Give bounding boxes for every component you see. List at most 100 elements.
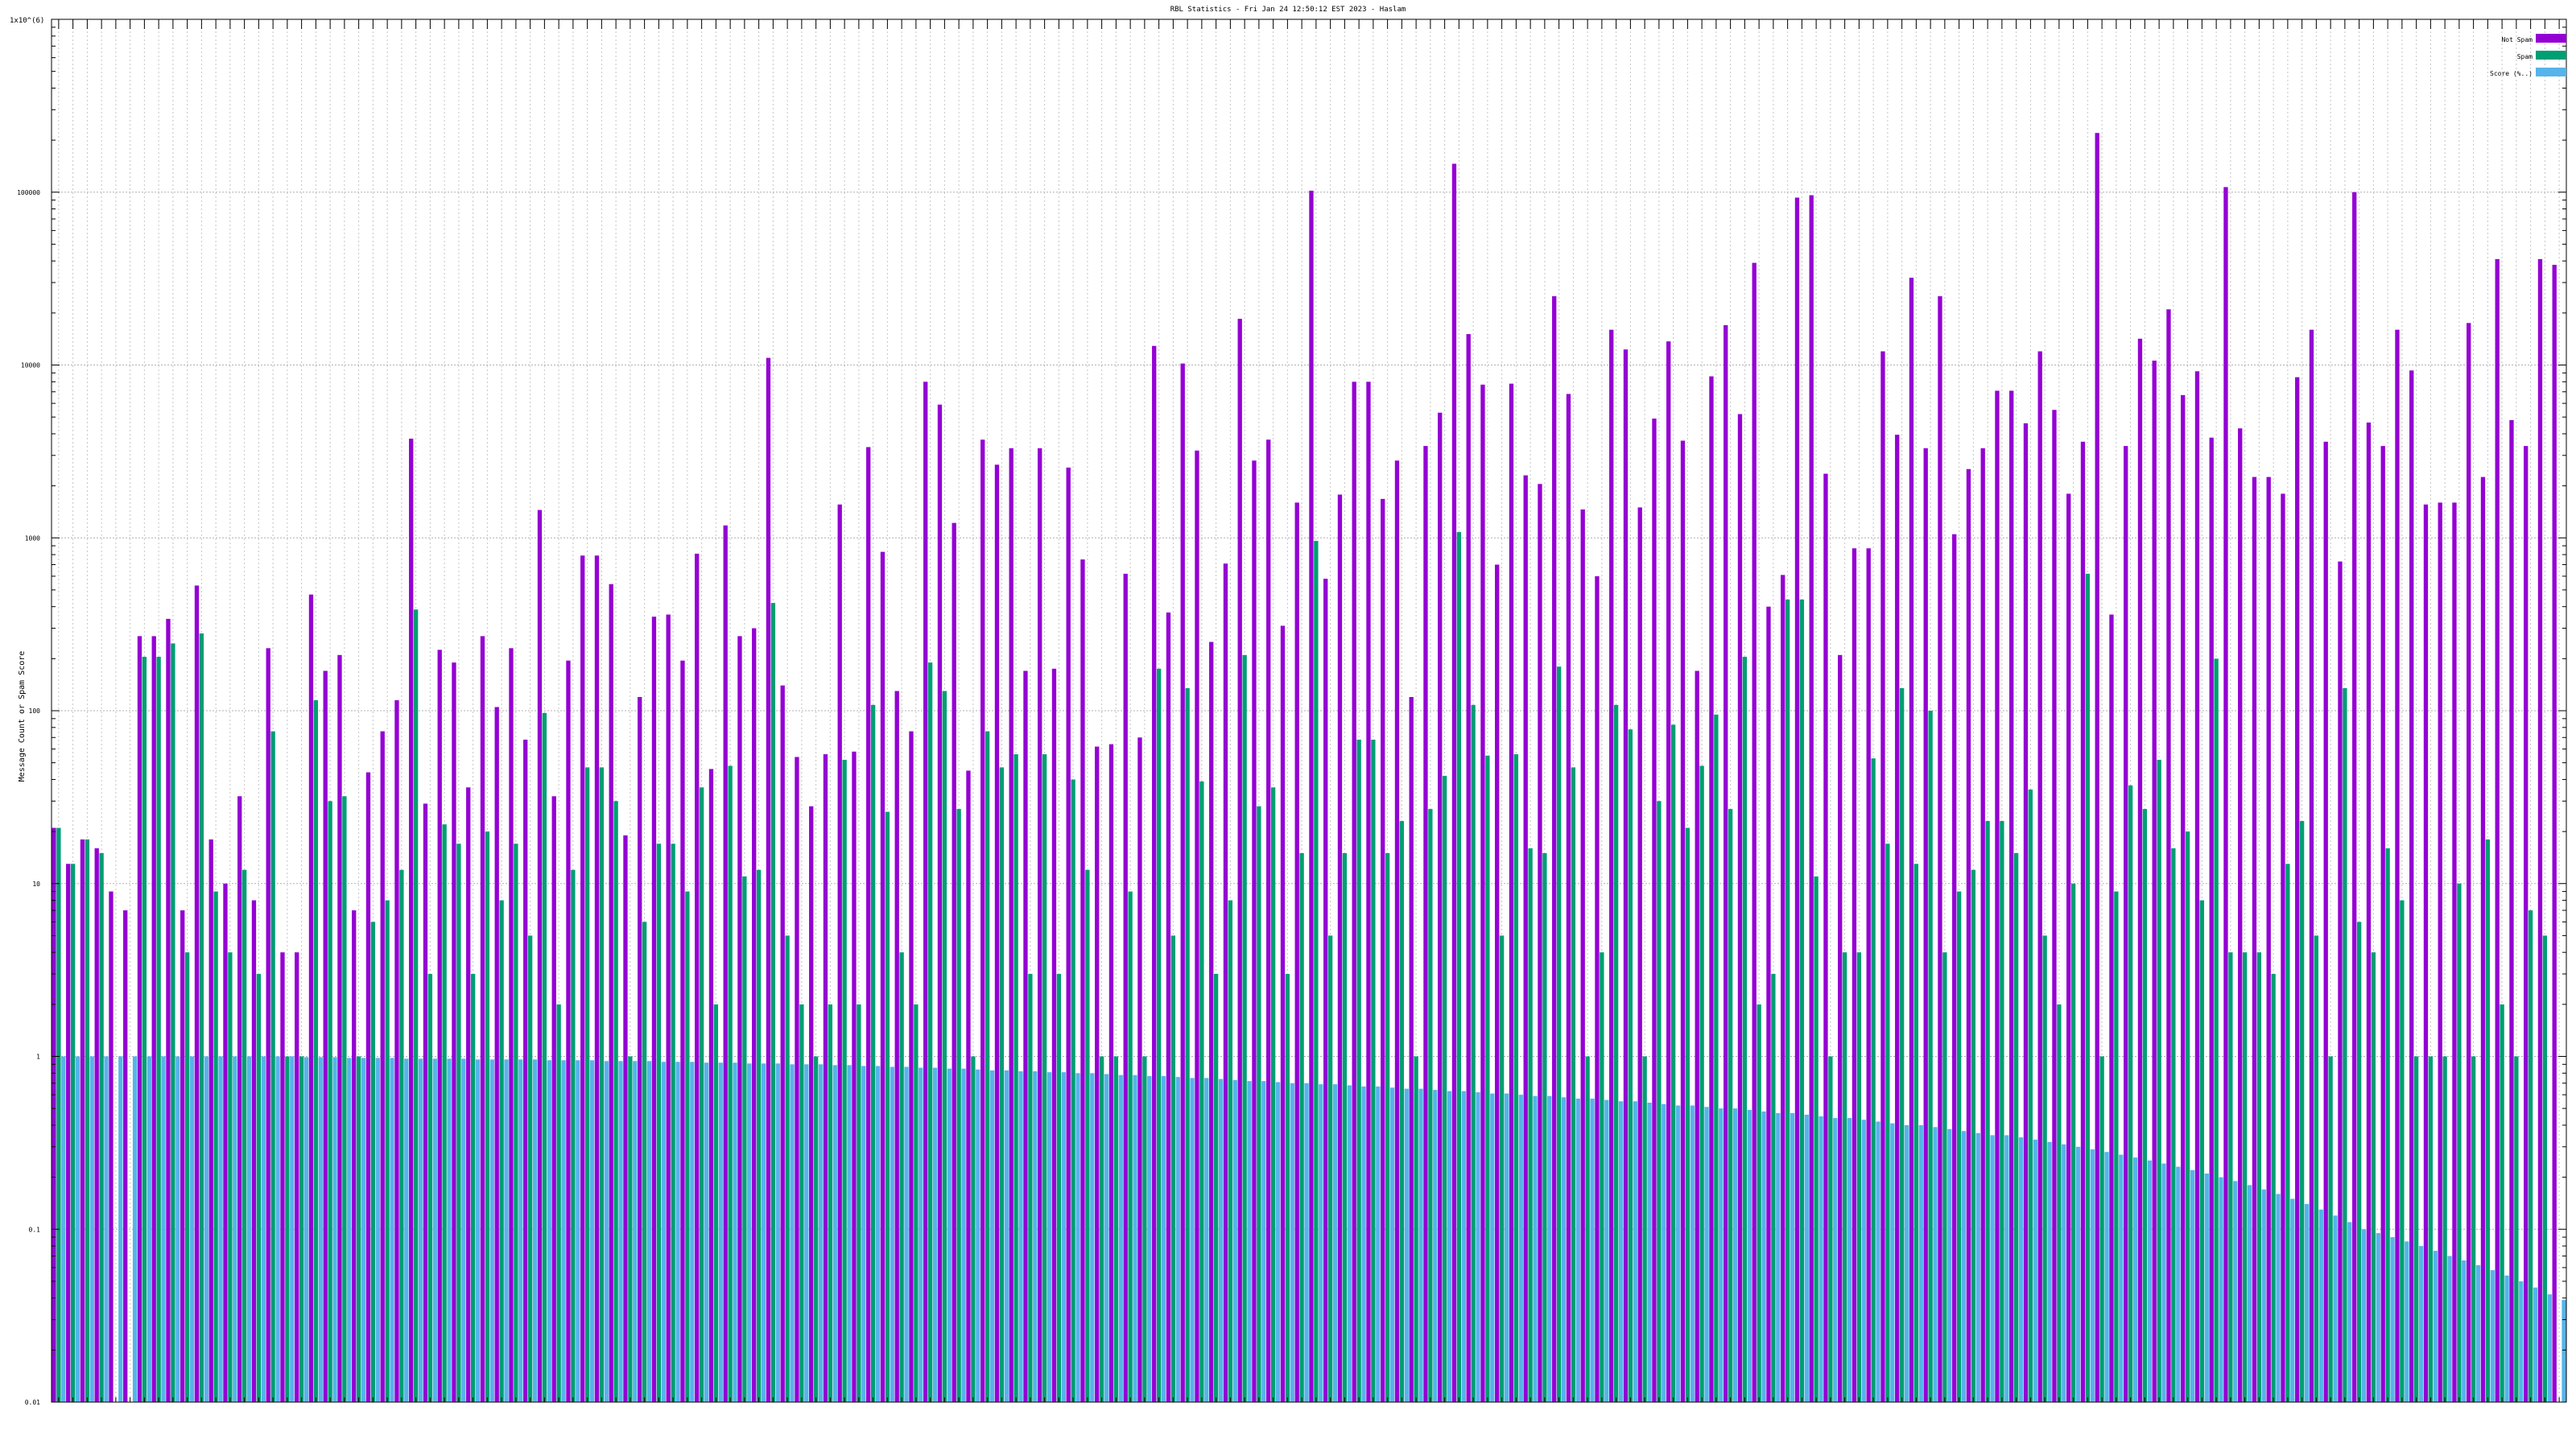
bar-not-spam [623,835,628,1402]
bar-spam [2542,935,2548,1402]
bar-not-spam [952,522,956,1402]
bar-not-spam [437,650,442,1402]
bar-spam [2114,891,2119,1402]
bar-score [547,1060,551,1402]
bar-not-spam [966,770,971,1402]
bar-not-spam [509,648,514,1402]
bar-spam [313,699,319,1402]
bar-spam [514,844,518,1402]
bar-score [1290,1083,1294,1402]
bar-score [1461,1091,1466,1402]
bar-spam [399,869,404,1402]
bar-spam [2457,883,2462,1402]
bar-score [1547,1095,1552,1402]
bar-score [189,1056,195,1402]
bar-spam [2185,831,2190,1402]
bar-not-spam [1781,575,1785,1403]
bar-not-spam [409,438,414,1402]
bar-score [1304,1083,1309,1402]
bar-spam [1757,1004,1761,1402]
bar-not-spam [1880,351,1885,1402]
bar-not-spam [2438,502,2442,1402]
bar-not-spam [580,555,585,1402]
bar-spam [728,765,733,1402]
y-tick-label: 10 [32,881,40,888]
legend-label: Not Spam [2501,36,2533,43]
bar-not-spam [1995,390,2000,1402]
bar-score [175,1056,180,1402]
bar-not-spam [2166,309,2171,1402]
bar-score [661,1062,666,1402]
bar-not-spam [2423,504,2429,1402]
bar-spam [770,603,776,1402]
bar-score [1061,1072,1066,1402]
bar-score [1361,1086,1366,1402]
bar-score [2376,1233,2380,1402]
bar-score [1275,1082,1281,1402]
bar-score [2047,1141,2052,1402]
bar-not-spam [180,910,185,1402]
bar-score [1947,1128,1952,1402]
bar-not-spam [866,447,871,1403]
bar-spam [956,809,961,1402]
bar-spam [1771,974,1776,1402]
bar-score [132,1056,138,1402]
bar-score [2033,1139,2037,1402]
bar-spam [799,1004,804,1402]
bar-spam [2142,809,2148,1402]
bar-score [589,1060,595,1402]
bar-spam [2070,883,2076,1402]
bar-not-spam [2052,410,2057,1403]
bar-spam [242,869,247,1402]
bar-spam [2343,688,2347,1402]
bar-not-spam [2552,264,2557,1403]
bar-score [2490,1270,2495,1402]
bar-score [804,1064,809,1402]
bar-not-spam [2023,423,2029,1402]
bar-spam [456,844,461,1402]
y-tick-label: 1 [36,1054,40,1061]
bar-not-spam [337,654,342,1402]
bar-not-spam [166,618,171,1402]
bar-score [890,1066,894,1402]
bar-not-spam [1023,670,1028,1402]
bar-score [989,1070,995,1402]
bar-score [1818,1116,1823,1402]
bar-not-spam [2252,476,2257,1402]
bar-spam [328,801,332,1402]
bar-spam [142,657,147,1402]
legend-swatch [2536,68,2566,76]
bar-score [1404,1088,1409,1402]
bar-spam [1242,654,1247,1402]
bar-spam [857,1004,861,1402]
bar-not-spam [2066,493,2071,1403]
bar-spam [1971,869,1976,1402]
bar-score [61,1056,66,1402]
bar-score [475,1059,481,1402]
bar-spam [1728,809,1733,1402]
bar-score [1204,1078,1209,1402]
bar-spam [2413,1056,2419,1402]
bar-not-spam [1495,564,1500,1403]
bar-score [1633,1101,1637,1402]
bar-not-spam [837,504,842,1402]
bar-spam [1156,668,1162,1402]
bar-not-spam [365,772,371,1402]
bar-not-spam [2352,192,2357,1402]
bar-spam [1257,806,1261,1402]
bar-spam [1942,952,1947,1402]
bar-score [1975,1132,1980,1402]
bar-not-spam [1180,363,1185,1403]
bar-spam [356,1056,361,1402]
bar-not-spam [2181,394,2186,1402]
bar-score [2405,1241,2409,1402]
bar-spam [785,935,790,1402]
bar-score [2347,1222,2352,1402]
bar-score [1761,1111,1766,1402]
bar-score [919,1067,923,1402]
bar-score [1890,1123,1895,1402]
bar-score [347,1058,352,1402]
bar-not-spam [466,787,471,1402]
legend-swatch [2536,34,2566,43]
